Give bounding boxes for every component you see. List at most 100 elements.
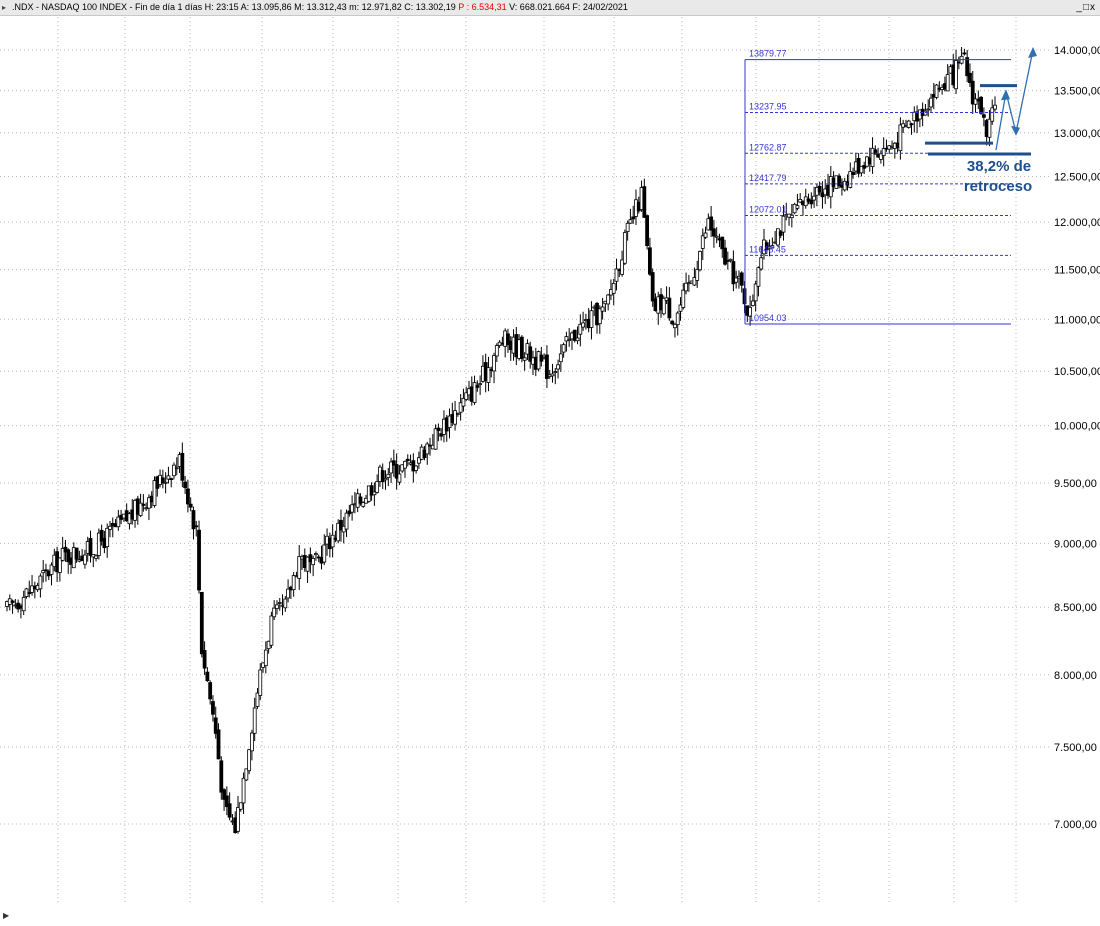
- candle-body: [297, 556, 302, 579]
- y-tick-label: 11.000,00: [1054, 314, 1100, 326]
- candle-body: [180, 452, 185, 481]
- candle-body: [199, 591, 204, 655]
- fib-level-label: 10954.03: [749, 313, 787, 323]
- candle-body: [572, 329, 577, 341]
- candle-body: [403, 460, 407, 469]
- candle-body: [709, 216, 714, 231]
- candle-body: [519, 336, 524, 359]
- candle-body: [141, 503, 146, 506]
- annotation-line-1: 38,2% de: [967, 158, 1031, 175]
- candle-body: [970, 80, 975, 105]
- candle-body: [339, 519, 343, 531]
- candle-body: [472, 382, 477, 403]
- candle-body: [856, 157, 861, 174]
- candle-body: [614, 268, 619, 282]
- candle-body: [191, 510, 196, 530]
- candle-body: [263, 649, 268, 666]
- expand-arrow-icon[interactable]: ▸: [2, 3, 7, 12]
- arrow-head-icon: [1001, 89, 1010, 101]
- candle-body: [108, 525, 112, 530]
- candle-body: [105, 527, 110, 548]
- candle-body: [224, 795, 229, 808]
- candle-body: [954, 60, 958, 90]
- y-tick-label: 9.000,00: [1054, 538, 1097, 550]
- candle-body: [66, 549, 71, 563]
- candle-body: [375, 481, 380, 493]
- candle-body: [213, 717, 218, 734]
- candle-body: [545, 354, 549, 379]
- candle-body: [812, 195, 816, 201]
- candle-body: [433, 428, 438, 450]
- title-p-value: P : 6.534,31: [458, 2, 507, 12]
- candle-body: [314, 553, 318, 556]
- scroll-arrow-icon[interactable]: ▶: [3, 911, 10, 920]
- candle-body: [625, 222, 630, 232]
- candle-body: [425, 443, 430, 455]
- candle-body: [74, 547, 79, 560]
- fib-level-label: 12762.87: [749, 142, 787, 152]
- candle-body: [186, 488, 190, 505]
- y-tick-label: 7.500,00: [1054, 742, 1097, 754]
- y-tick-label: 11.500,00: [1054, 265, 1100, 277]
- candle-body: [817, 185, 822, 193]
- candle-body: [160, 477, 165, 484]
- candle-body: [703, 232, 708, 238]
- candle-body: [252, 707, 257, 734]
- candle-body: [369, 485, 374, 496]
- candle-body: [386, 473, 391, 478]
- candle-body: [478, 383, 483, 386]
- candle-body: [272, 607, 277, 618]
- candle-body: [862, 165, 867, 169]
- candle-body: [606, 294, 611, 305]
- candle-body: [712, 228, 716, 237]
- candle-body: [188, 503, 193, 508]
- y-tick-label: 13.500,00: [1054, 86, 1100, 98]
- candle-body: [695, 269, 700, 281]
- candle-body: [965, 57, 970, 77]
- candle-body: [642, 186, 647, 218]
- candle-body: [506, 333, 510, 346]
- fib-level-label: 12417.79: [749, 173, 787, 183]
- annotation-line-2: retroceso: [964, 178, 1032, 195]
- y-tick-label: 13.000,00: [1054, 128, 1100, 140]
- candle-body: [344, 512, 349, 530]
- candle-body: [611, 282, 616, 294]
- candle-body: [929, 97, 933, 108]
- candle-body: [21, 596, 26, 612]
- candle-body: [670, 320, 675, 325]
- candle-body: [561, 344, 566, 353]
- candle-body: [227, 803, 232, 818]
- candle-body: [169, 478, 174, 481]
- candle-body: [725, 260, 730, 262]
- candle-body: [269, 615, 274, 646]
- candle-body: [194, 525, 199, 528]
- candle-body: [645, 215, 650, 247]
- candle-body: [589, 310, 594, 328]
- candle-body: [650, 272, 655, 302]
- candle-body: [870, 147, 875, 167]
- candle-body: [675, 312, 680, 326]
- candle-body: [96, 532, 101, 556]
- candle-body: [152, 480, 157, 506]
- candle-body: [731, 261, 736, 285]
- candle-body: [756, 267, 761, 287]
- title-prefix: .NDX - NASDAQ 100 INDEX - Fin de día 1 d…: [12, 2, 459, 12]
- candle-body: [486, 367, 491, 383]
- candle-body: [873, 149, 878, 155]
- candle-body: [739, 272, 744, 286]
- candle-body: [962, 52, 967, 55]
- candle-body: [361, 502, 366, 507]
- projection-arrow: [995, 49, 1034, 151]
- candle-body: [678, 304, 683, 312]
- candle-body: [414, 465, 419, 471]
- candle-body: [49, 564, 54, 575]
- candle-body: [241, 777, 246, 804]
- candle-body: [522, 357, 527, 361]
- candle-body: [277, 602, 282, 604]
- candle-body: [464, 392, 469, 400]
- candle-body: [286, 588, 290, 599]
- candle-body: [147, 497, 151, 509]
- candle-body: [778, 231, 783, 236]
- window-controls[interactable]: _□x: [1076, 2, 1096, 13]
